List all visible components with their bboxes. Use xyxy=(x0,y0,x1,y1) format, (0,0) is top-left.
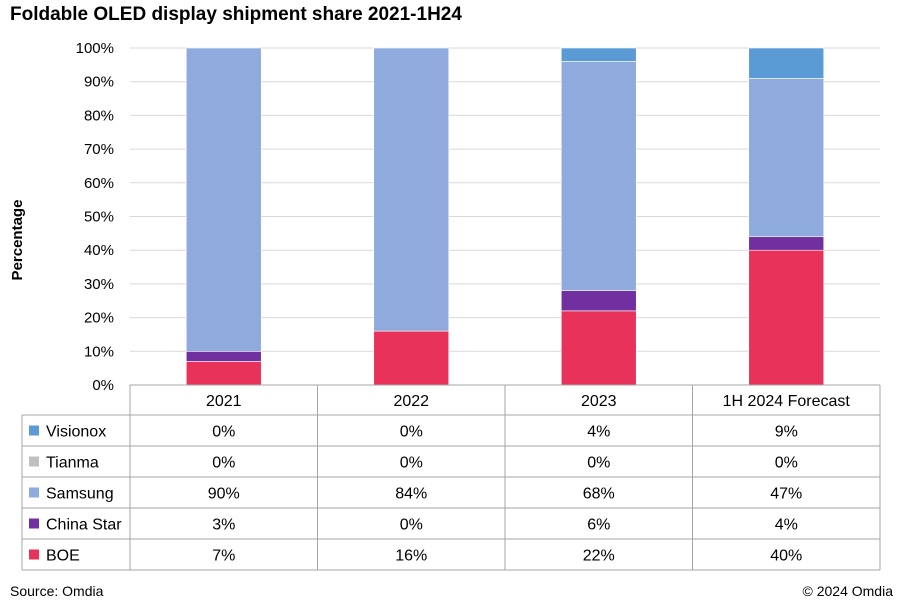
y-axis-label: Percentage xyxy=(9,200,26,281)
bar-segment-visionox xyxy=(748,47,825,79)
legend-label: Visionox xyxy=(46,424,106,441)
y-tick-label: 100% xyxy=(76,40,114,57)
bar-segment-samsung xyxy=(560,61,637,291)
y-tick-label: 20% xyxy=(84,310,114,327)
table-cell-value: 0% xyxy=(212,424,235,441)
table-cell-value: 4% xyxy=(587,424,610,441)
y-tick-label: 90% xyxy=(84,74,114,91)
bar-segment-china-star xyxy=(185,350,262,362)
table-cell-value: 4% xyxy=(775,517,798,534)
table-cell-value: 0% xyxy=(587,455,610,472)
bar-segment-boe xyxy=(185,361,262,386)
y-axis-ticks: 0% 10% 20% 30% 40% 50% 60% 70% 80% 90% 100% xyxy=(76,40,114,394)
table-cell-value: 0% xyxy=(400,424,423,441)
legend-swatch-tianma xyxy=(29,456,39,467)
table-cell-value: 84% xyxy=(395,486,427,503)
y-tick-label: 60% xyxy=(84,175,114,192)
y-tick-label: 80% xyxy=(84,107,114,124)
table-cell-value: 6% xyxy=(587,517,610,534)
data-table: 2021 2022 2023 1H 2024 Forecast Visionox 0% 0%… xyxy=(21,384,881,571)
table-cell-value: 3% xyxy=(212,517,235,534)
source-note: Source: Omdia xyxy=(10,583,104,599)
y-tick-label: 10% xyxy=(84,343,114,360)
x-category-label: 2022 xyxy=(393,393,429,410)
table-cell-value: 0% xyxy=(212,455,235,472)
legend-swatch-china-star xyxy=(29,518,39,529)
y-tick-label: 40% xyxy=(84,242,114,259)
bar-segment-visionox xyxy=(560,47,637,62)
table-cell-value: 22% xyxy=(583,548,615,565)
table-cell-value: 68% xyxy=(583,486,615,503)
table-cell-value: 16% xyxy=(395,548,427,565)
table-cell-value: 7% xyxy=(212,548,235,565)
bar-segment-samsung xyxy=(373,47,450,332)
legend-swatch-visionox xyxy=(29,425,39,436)
legend-label: BOE xyxy=(46,548,80,565)
bar-segment-samsung xyxy=(748,78,825,238)
x-category-label: 2021 xyxy=(206,393,242,410)
legend-label: Tianma xyxy=(46,455,99,472)
y-tick-label: 0% xyxy=(92,377,114,394)
bar-segment-boe xyxy=(373,330,450,386)
bar-segment-samsung xyxy=(185,47,262,352)
table-cell-value: 90% xyxy=(208,486,240,503)
legend-label: China Star xyxy=(46,517,122,534)
bar-segment-china-star xyxy=(748,236,825,251)
y-tick-label: 50% xyxy=(84,209,114,226)
y-tick-label: 30% xyxy=(84,276,114,293)
bar-segment-boe xyxy=(748,249,825,386)
table-cell-value: 0% xyxy=(400,455,423,472)
table-cell-value: 47% xyxy=(770,486,802,503)
copyright-note: © 2024 Omdia xyxy=(802,583,893,599)
bar-segment-boe xyxy=(560,310,637,386)
table-cell-value: 0% xyxy=(400,517,423,534)
legend-label: Samsung xyxy=(46,486,114,503)
bars xyxy=(185,47,825,386)
legend-swatch-boe xyxy=(29,549,39,560)
table-cell-value: 9% xyxy=(775,424,798,441)
x-category-label: 1H 2024 Forecast xyxy=(723,393,851,410)
legend-swatch-samsung xyxy=(29,487,39,498)
bar-segment-china-star xyxy=(560,290,637,312)
x-category-label: 2023 xyxy=(581,393,617,410)
y-tick-label: 70% xyxy=(84,141,114,158)
table-cell-value: 0% xyxy=(775,455,798,472)
chart-title: Foldable OLED display shipment share 202… xyxy=(10,4,462,25)
table-cell-value: 40% xyxy=(770,548,802,565)
